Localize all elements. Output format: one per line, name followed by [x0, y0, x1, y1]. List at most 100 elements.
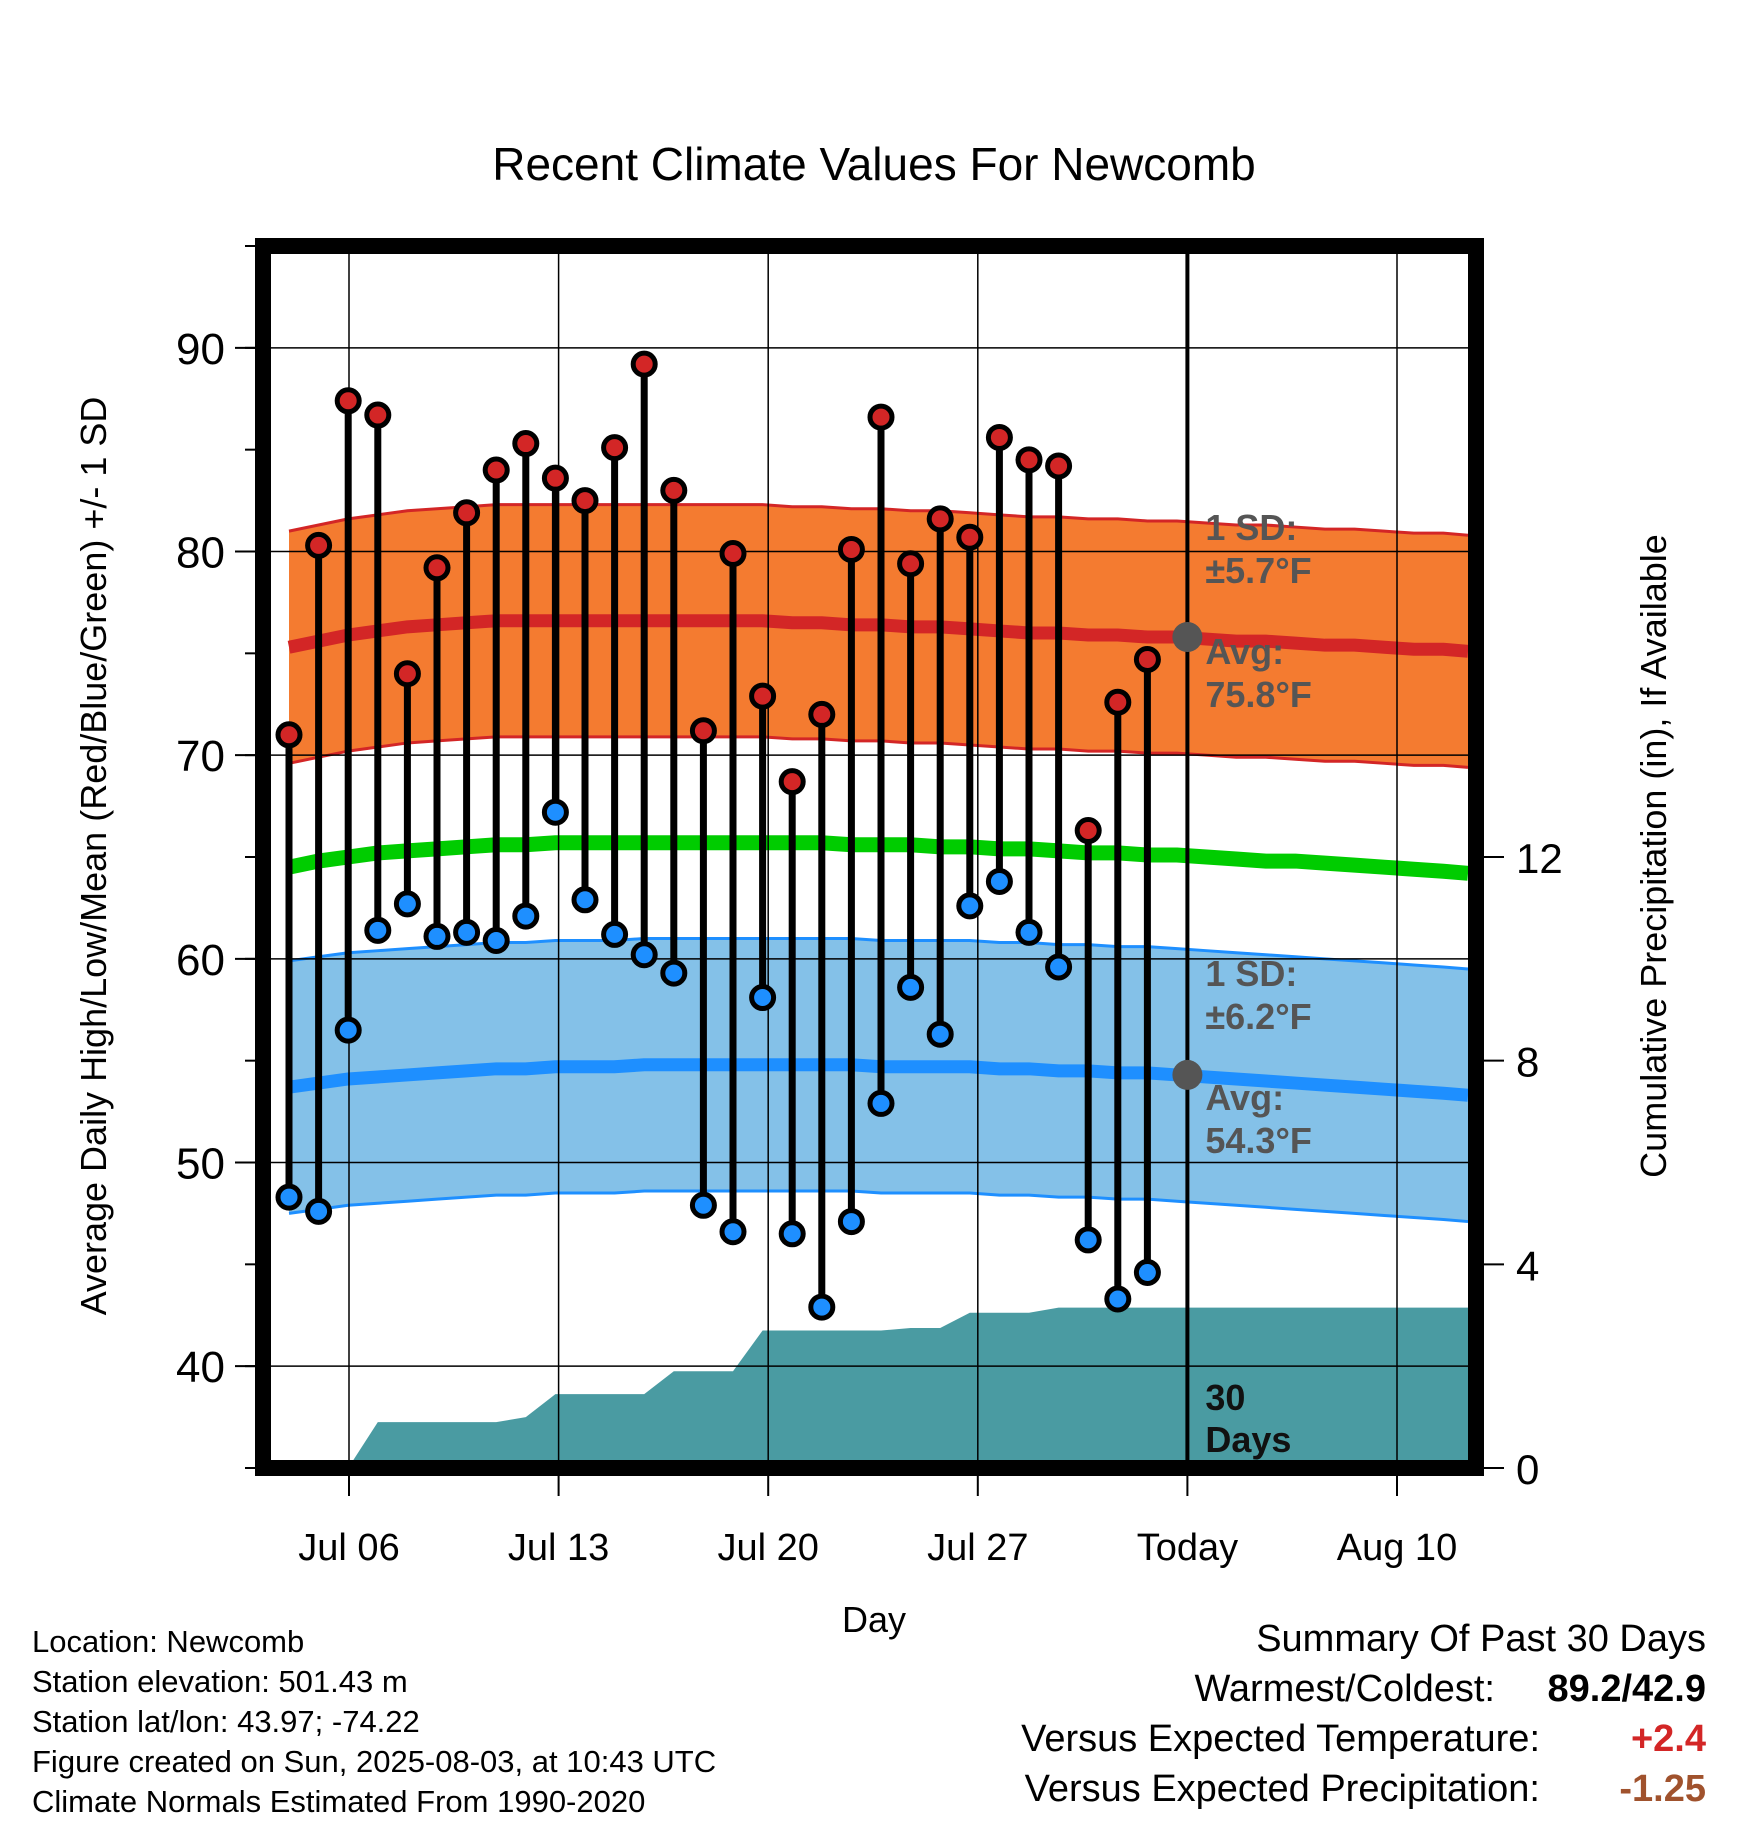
days-count-word: Days — [1205, 1419, 1291, 1460]
daily-high-point — [808, 700, 836, 728]
y-tick-label: 60 — [176, 936, 225, 985]
daily-high-point — [837, 535, 865, 563]
daily-high-point — [867, 403, 895, 431]
daily-high-point — [423, 554, 451, 582]
normals-text: Climate Normals Estimated From 1990-2020 — [32, 1784, 646, 1819]
daily-high-point — [926, 505, 954, 533]
daily-high-point — [512, 430, 540, 458]
daily-low-point — [305, 1197, 333, 1225]
daily-low-point — [571, 886, 599, 914]
low-sd-label: 1 SD: — [1205, 953, 1297, 994]
x-tick-label: Jul 20 — [717, 1527, 818, 1569]
x-tick-label: Jul 13 — [508, 1527, 609, 1569]
high-avg-value: 75.8°F — [1205, 674, 1311, 715]
high-sd-label: 1 SD: — [1205, 507, 1297, 548]
daily-low-point — [512, 902, 540, 930]
warmest-coldest-value: 89.2/42.9 — [1547, 1668, 1706, 1710]
precip-value: -1.25 — [1619, 1768, 1706, 1810]
daily-low-point — [334, 1016, 362, 1044]
daily-high-point — [1015, 446, 1043, 474]
plot-area: 40 50 60 70 80 90 0 4 8 12 Jul 06 Jul 13 Jul 20 Jul 2… — [176, 238, 1563, 1569]
temp-label: Versus Expected Temperature: — [1021, 1718, 1540, 1760]
daily-low-point — [364, 916, 392, 944]
y-tick-label: 40 — [176, 1343, 225, 1392]
daily-low-point — [719, 1218, 747, 1246]
y-tick-label: 70 — [176, 732, 225, 781]
daily-low-point — [1074, 1226, 1102, 1254]
precip-area — [289, 1307, 1468, 1468]
daily-low-point — [541, 798, 569, 826]
daily-low-point — [1133, 1258, 1161, 1286]
today-low-avg-marker — [1172, 1059, 1203, 1090]
daily-high-point — [660, 476, 688, 504]
daily-high-point — [305, 531, 333, 559]
daily-high-point — [541, 464, 569, 492]
daily-low-point — [837, 1208, 865, 1236]
x-tick-label: Aug 10 — [1337, 1527, 1457, 1569]
created-text: Figure created on Sun, 2025-08-03, at 10… — [32, 1744, 717, 1779]
daily-low-point — [808, 1293, 836, 1321]
high-avg-label: Avg: — [1205, 631, 1284, 672]
y2-axis-label: Cumulative Precipitation (in), If Availa… — [1633, 534, 1674, 1178]
x-tick-label: Today — [1137, 1527, 1238, 1569]
daily-high-point — [453, 499, 481, 527]
today-high-avg-marker — [1172, 622, 1203, 653]
y-tick-label: 80 — [176, 529, 225, 578]
daily-high-point — [275, 721, 303, 749]
daily-low-point — [749, 984, 777, 1012]
y2-tick-label: 0 — [1516, 1446, 1539, 1493]
daily-low-point — [689, 1191, 717, 1219]
daily-high-point — [1074, 817, 1102, 845]
location-text: Location: Newcomb — [32, 1624, 305, 1659]
daily-high-point — [364, 401, 392, 429]
daily-high-point — [689, 717, 717, 745]
daily-high-point — [393, 660, 421, 688]
daily-low-point — [393, 890, 421, 918]
y-axis-label: Average Daily High/Low/Mean (Red/Blue/Gr… — [73, 397, 114, 1316]
daily-high-point — [1045, 452, 1073, 480]
y2-tick-label: 12 — [1516, 835, 1563, 882]
high-sd-value: ±5.7°F — [1205, 550, 1311, 591]
low-sd-value: ±6.2°F — [1205, 996, 1311, 1037]
chart-title: Recent Climate Values For Newcomb — [492, 138, 1256, 190]
daily-low-point — [956, 892, 984, 920]
plot-frame — [255, 238, 1484, 1476]
daily-low-point — [630, 941, 658, 969]
warmest-coldest-label: Warmest/Coldest: — [1194, 1668, 1495, 1710]
daily-high-point — [601, 434, 629, 462]
x-tick-label: Jul 27 — [927, 1527, 1028, 1569]
daily-low-point — [1104, 1285, 1132, 1313]
daily-low-point — [985, 867, 1013, 895]
daily-high-point — [956, 523, 984, 551]
daily-high-point — [749, 682, 777, 710]
daily-low-point — [482, 927, 510, 955]
daily-low-point — [1045, 953, 1073, 981]
daily-low-point — [660, 959, 688, 987]
daily-high-point — [985, 423, 1013, 451]
summary-warmest-coldest: Warmest/Coldest: 89.2/42.9 — [806, 1664, 1706, 1714]
days-count-number: 30 — [1205, 1377, 1245, 1418]
daily-high-point — [897, 550, 925, 578]
daily-low-point — [423, 922, 451, 950]
precip-label: Versus Expected Precipitation: — [1024, 1768, 1540, 1810]
daily-high-point — [1104, 688, 1132, 716]
x-axis-label: Day — [842, 1599, 906, 1640]
daily-high-point — [571, 487, 599, 515]
summary-panel: Summary Of Past 30 Days Warmest/Coldest:… — [806, 1614, 1706, 1814]
daily-low-point — [778, 1220, 806, 1248]
daily-low-point — [453, 918, 481, 946]
daily-high-point — [482, 456, 510, 484]
x-tick-label: Jul 06 — [298, 1527, 399, 1569]
low-sd-band-lower-edge — [288, 1189, 1469, 1224]
daily-high-point — [630, 350, 658, 378]
daily-low-point — [601, 920, 629, 948]
y2-tick-label: 8 — [1516, 1039, 1539, 1086]
y2-tick-label: 4 — [1516, 1242, 1539, 1289]
daily-low-point — [1015, 918, 1043, 946]
daily-high-point — [1133, 645, 1161, 673]
daily-low-point — [275, 1183, 303, 1211]
elevation-text: Station elevation: 501.43 m — [32, 1664, 408, 1699]
summary-precipitation: Versus Expected Precipitation: -1.25 — [806, 1764, 1706, 1814]
daily-low-point — [926, 1020, 954, 1048]
